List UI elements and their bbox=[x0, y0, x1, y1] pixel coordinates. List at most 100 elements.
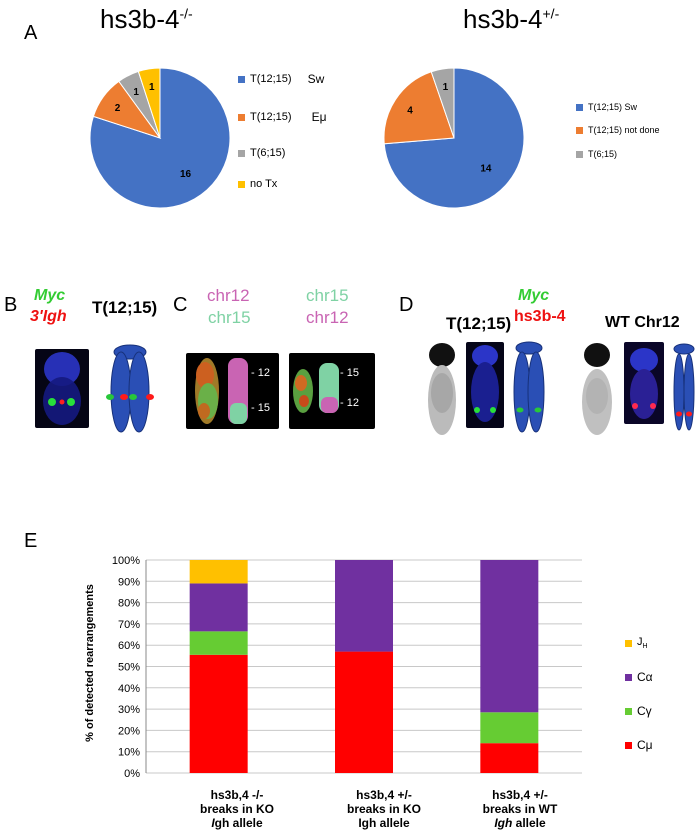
legend-label: no Tx bbox=[250, 178, 278, 190]
legend-label: T(6;15) bbox=[588, 149, 618, 159]
x-category-label-3: hs3b,4 +/- breaks in WT Igh allele bbox=[482, 788, 558, 830]
panel-c-left-micrograph bbox=[186, 353, 279, 429]
legend-label: Cα bbox=[637, 670, 653, 684]
legend-swatch bbox=[238, 113, 245, 121]
panel-d-left-chromosome-label: T(12;15) bbox=[446, 314, 512, 333]
right-pie-slice-3 bbox=[430, 67, 455, 139]
right-pie-slice-label-1: 14 bbox=[480, 163, 492, 174]
y-tick-label: 50% bbox=[118, 662, 140, 674]
panel-d-right-chromosome-label: WT Chr12 bbox=[605, 314, 680, 331]
legend-jh: JH bbox=[625, 636, 648, 650]
panel-e-letter: E bbox=[24, 530, 38, 552]
panel-d-left-grayscale-chromosome bbox=[428, 343, 456, 435]
panel-c-left-tick-bottom: - 15 bbox=[251, 402, 270, 414]
legend-swatch bbox=[625, 741, 632, 749]
panel-c-right-tick-top: - 15 bbox=[340, 367, 359, 379]
left-legend-item-emu: T(12;15) Eμ bbox=[238, 110, 327, 124]
panel-b-micrograph bbox=[35, 349, 89, 428]
legend-swatch bbox=[625, 673, 632, 681]
legend-swatch bbox=[238, 180, 245, 188]
legend-suffix: Sw bbox=[307, 72, 325, 86]
panel-d-probe-myc: Myc bbox=[518, 287, 550, 304]
left-pie-slice-label-1: 16 bbox=[180, 169, 192, 180]
legend-label: T(12;15) Sw bbox=[588, 102, 638, 112]
y-tick-label: 90% bbox=[118, 576, 140, 588]
legend-cgamma: Cγ bbox=[625, 704, 652, 718]
y-tick-label: 20% bbox=[118, 725, 140, 737]
y-tick-label: 80% bbox=[118, 598, 140, 610]
left-pie-chart: 16 2 1 1 bbox=[89, 67, 231, 209]
bar-2-segment-1 bbox=[335, 651, 393, 773]
bar-1-segment-3 bbox=[189, 583, 248, 632]
panel-c-right-bottom-label: chr12 bbox=[306, 308, 349, 327]
left-legend-item-t615: T(6;15) bbox=[238, 147, 285, 159]
y-tick-label: 30% bbox=[118, 704, 140, 716]
legend-swatch bbox=[625, 639, 632, 647]
legend-calpha: Cα bbox=[625, 670, 653, 684]
panel-d-probe-hs3b4: hs3b-4 bbox=[514, 308, 566, 325]
panel-c-right-tick-bottom: - 12 bbox=[340, 397, 359, 409]
legend-cmu: Cμ bbox=[625, 738, 653, 752]
panel-e-stacked-bar-chart: 0% 10% 20% 30% 40% 50% 60% 70% 80% 90% 100% bbox=[112, 555, 582, 780]
panel-d-letter: D bbox=[399, 294, 414, 316]
left-legend-item-sw: T(12;15) Sw bbox=[238, 72, 324, 86]
bar-2-segment-3 bbox=[335, 560, 393, 652]
panel-a-letter: A bbox=[24, 22, 38, 44]
legend-label: Cγ bbox=[637, 704, 652, 718]
legend-swatch bbox=[576, 103, 583, 111]
left-pie-slice-label-4: 1 bbox=[149, 82, 155, 93]
right-legend-item-notdone: T(12;15) not done bbox=[576, 125, 660, 135]
left-legend-item-notx: no Tx bbox=[238, 178, 277, 190]
panel-d-right-micrograph bbox=[624, 342, 664, 424]
bar-1-segment-1 bbox=[189, 654, 248, 773]
right-pie-chart: 14 4 1 bbox=[383, 67, 525, 209]
legend-swatch bbox=[576, 150, 583, 158]
legend-swatch bbox=[238, 75, 245, 83]
y-tick-label: 40% bbox=[118, 683, 140, 695]
x-category-label-2: hs3b,4 +/- breaks in KO Igh allele bbox=[346, 788, 422, 830]
right-legend-item-sw: T(12;15) Sw bbox=[576, 102, 637, 112]
right-legend-item-t615: T(6;15) bbox=[576, 149, 617, 159]
legend-label: T(12;15) not done bbox=[588, 125, 660, 135]
right-pie-slice-2 bbox=[383, 71, 455, 145]
right-pie-slice-label-3: 1 bbox=[443, 82, 449, 93]
panel-d-right-chromosome-diagram bbox=[673, 343, 695, 431]
panel-b-chromosome-label: T(12;15) bbox=[92, 298, 158, 317]
bar-1-segment-2 bbox=[189, 631, 248, 655]
legend-swatch bbox=[576, 126, 583, 134]
legend-label: Cμ bbox=[637, 738, 653, 752]
panel-c-right-micrograph bbox=[289, 353, 375, 429]
right-pie-title: hs3b-4+/- bbox=[463, 4, 560, 34]
right-pie-slice-label-2: 4 bbox=[407, 105, 413, 116]
left-pie-slice-4 bbox=[137, 67, 161, 139]
left-pie-title: hs3b-4-/- bbox=[100, 4, 193, 34]
legend-label: T(12;15) bbox=[250, 73, 292, 85]
legend-label: JH bbox=[637, 636, 648, 651]
y-tick-label: 70% bbox=[118, 619, 140, 631]
panel-c-left-tick-top: - 12 bbox=[251, 367, 270, 379]
panel-b-probe-igh: 3'Igh bbox=[30, 308, 67, 325]
y-tick-label: 0% bbox=[124, 768, 140, 780]
panel-b-letter: B bbox=[4, 294, 18, 316]
legend-swatch bbox=[625, 707, 632, 715]
panel-c-left-top-label: chr12 bbox=[207, 286, 250, 305]
legend-label: T(12;15) bbox=[250, 111, 292, 123]
panel-c-right-top-label: chr15 bbox=[306, 286, 349, 305]
bar-3-segment-1 bbox=[480, 743, 539, 773]
legend-label: T(6;15) bbox=[250, 147, 286, 159]
legend-suffix: Eμ bbox=[311, 110, 327, 124]
panel-d-left-chromosome-diagram bbox=[513, 341, 545, 433]
left-pie-slice-label-3: 1 bbox=[133, 87, 139, 98]
bar-3-segment-2 bbox=[480, 712, 539, 744]
panel-b-chromosome-diagram bbox=[106, 344, 154, 433]
bar-1-segment-4 bbox=[189, 560, 248, 584]
x-category-label-1: hs3b,4 -/- breaks in KO Igh allele bbox=[199, 788, 275, 830]
y-tick-label: 60% bbox=[118, 640, 140, 652]
left-pie-slice-label-2: 2 bbox=[115, 103, 121, 114]
y-tick-label: 10% bbox=[118, 747, 140, 759]
panel-d-left-micrograph bbox=[466, 342, 504, 428]
panel-c-left-bottom-label: chr15 bbox=[208, 308, 251, 327]
y-tick-label: 100% bbox=[112, 555, 140, 567]
panel-d-right-grayscale-chromosome bbox=[582, 343, 612, 435]
bar-3-segment-3 bbox=[480, 560, 539, 713]
